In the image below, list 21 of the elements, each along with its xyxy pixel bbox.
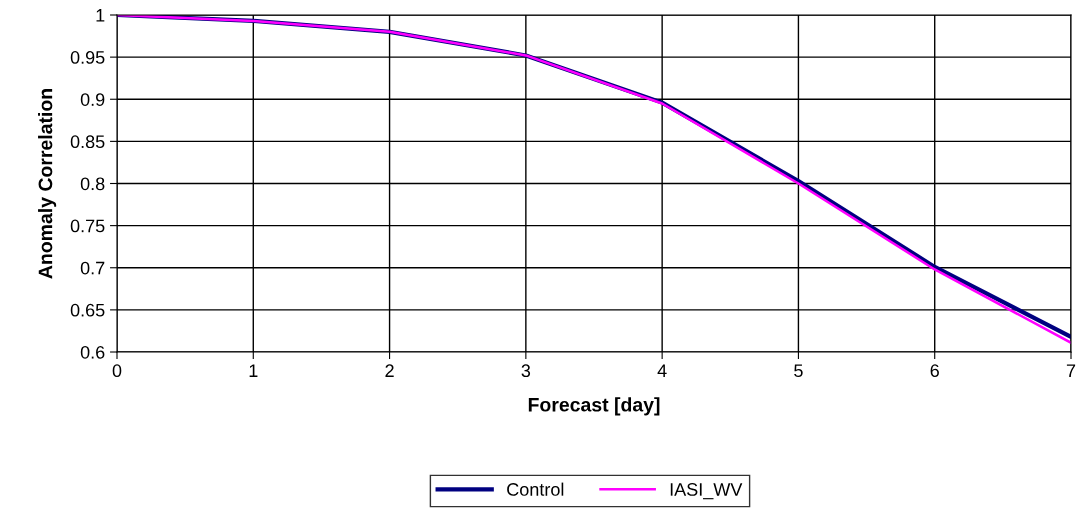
y-axis-title: Anomaly Correlation — [38, 89, 57, 279]
y-tick-label: 0.8 — [80, 177, 105, 191]
x-axis-title: Forecast [day] — [528, 397, 660, 416]
x-tick-label: 0 — [112, 364, 122, 378]
y-tick-label: 1 — [96, 9, 105, 22]
x-tick-label: 7 — [1066, 364, 1076, 377]
y-tick-label: 0.75 — [70, 219, 105, 233]
y-tick-label: 0.7 — [80, 261, 105, 275]
y-tick-label: 0.6 — [80, 345, 105, 359]
y-tick-label: 0.85 — [70, 135, 105, 149]
x-tick-label: 6 — [930, 364, 939, 378]
x-tick-label: 2 — [385, 364, 394, 377]
x-tick-label: 1 — [249, 364, 258, 377]
y-tick-label: 0.65 — [70, 303, 105, 317]
legend-label: Control — [507, 482, 564, 496]
x-tick-label: 3 — [521, 364, 531, 378]
x-tick-label: 4 — [657, 364, 667, 377]
y-tick-label: 0.95 — [70, 51, 105, 64]
legend-label: IASI_WV — [670, 483, 743, 500]
x-tick-label: 5 — [794, 364, 803, 378]
y-tick-label: 0.9 — [80, 93, 105, 106]
